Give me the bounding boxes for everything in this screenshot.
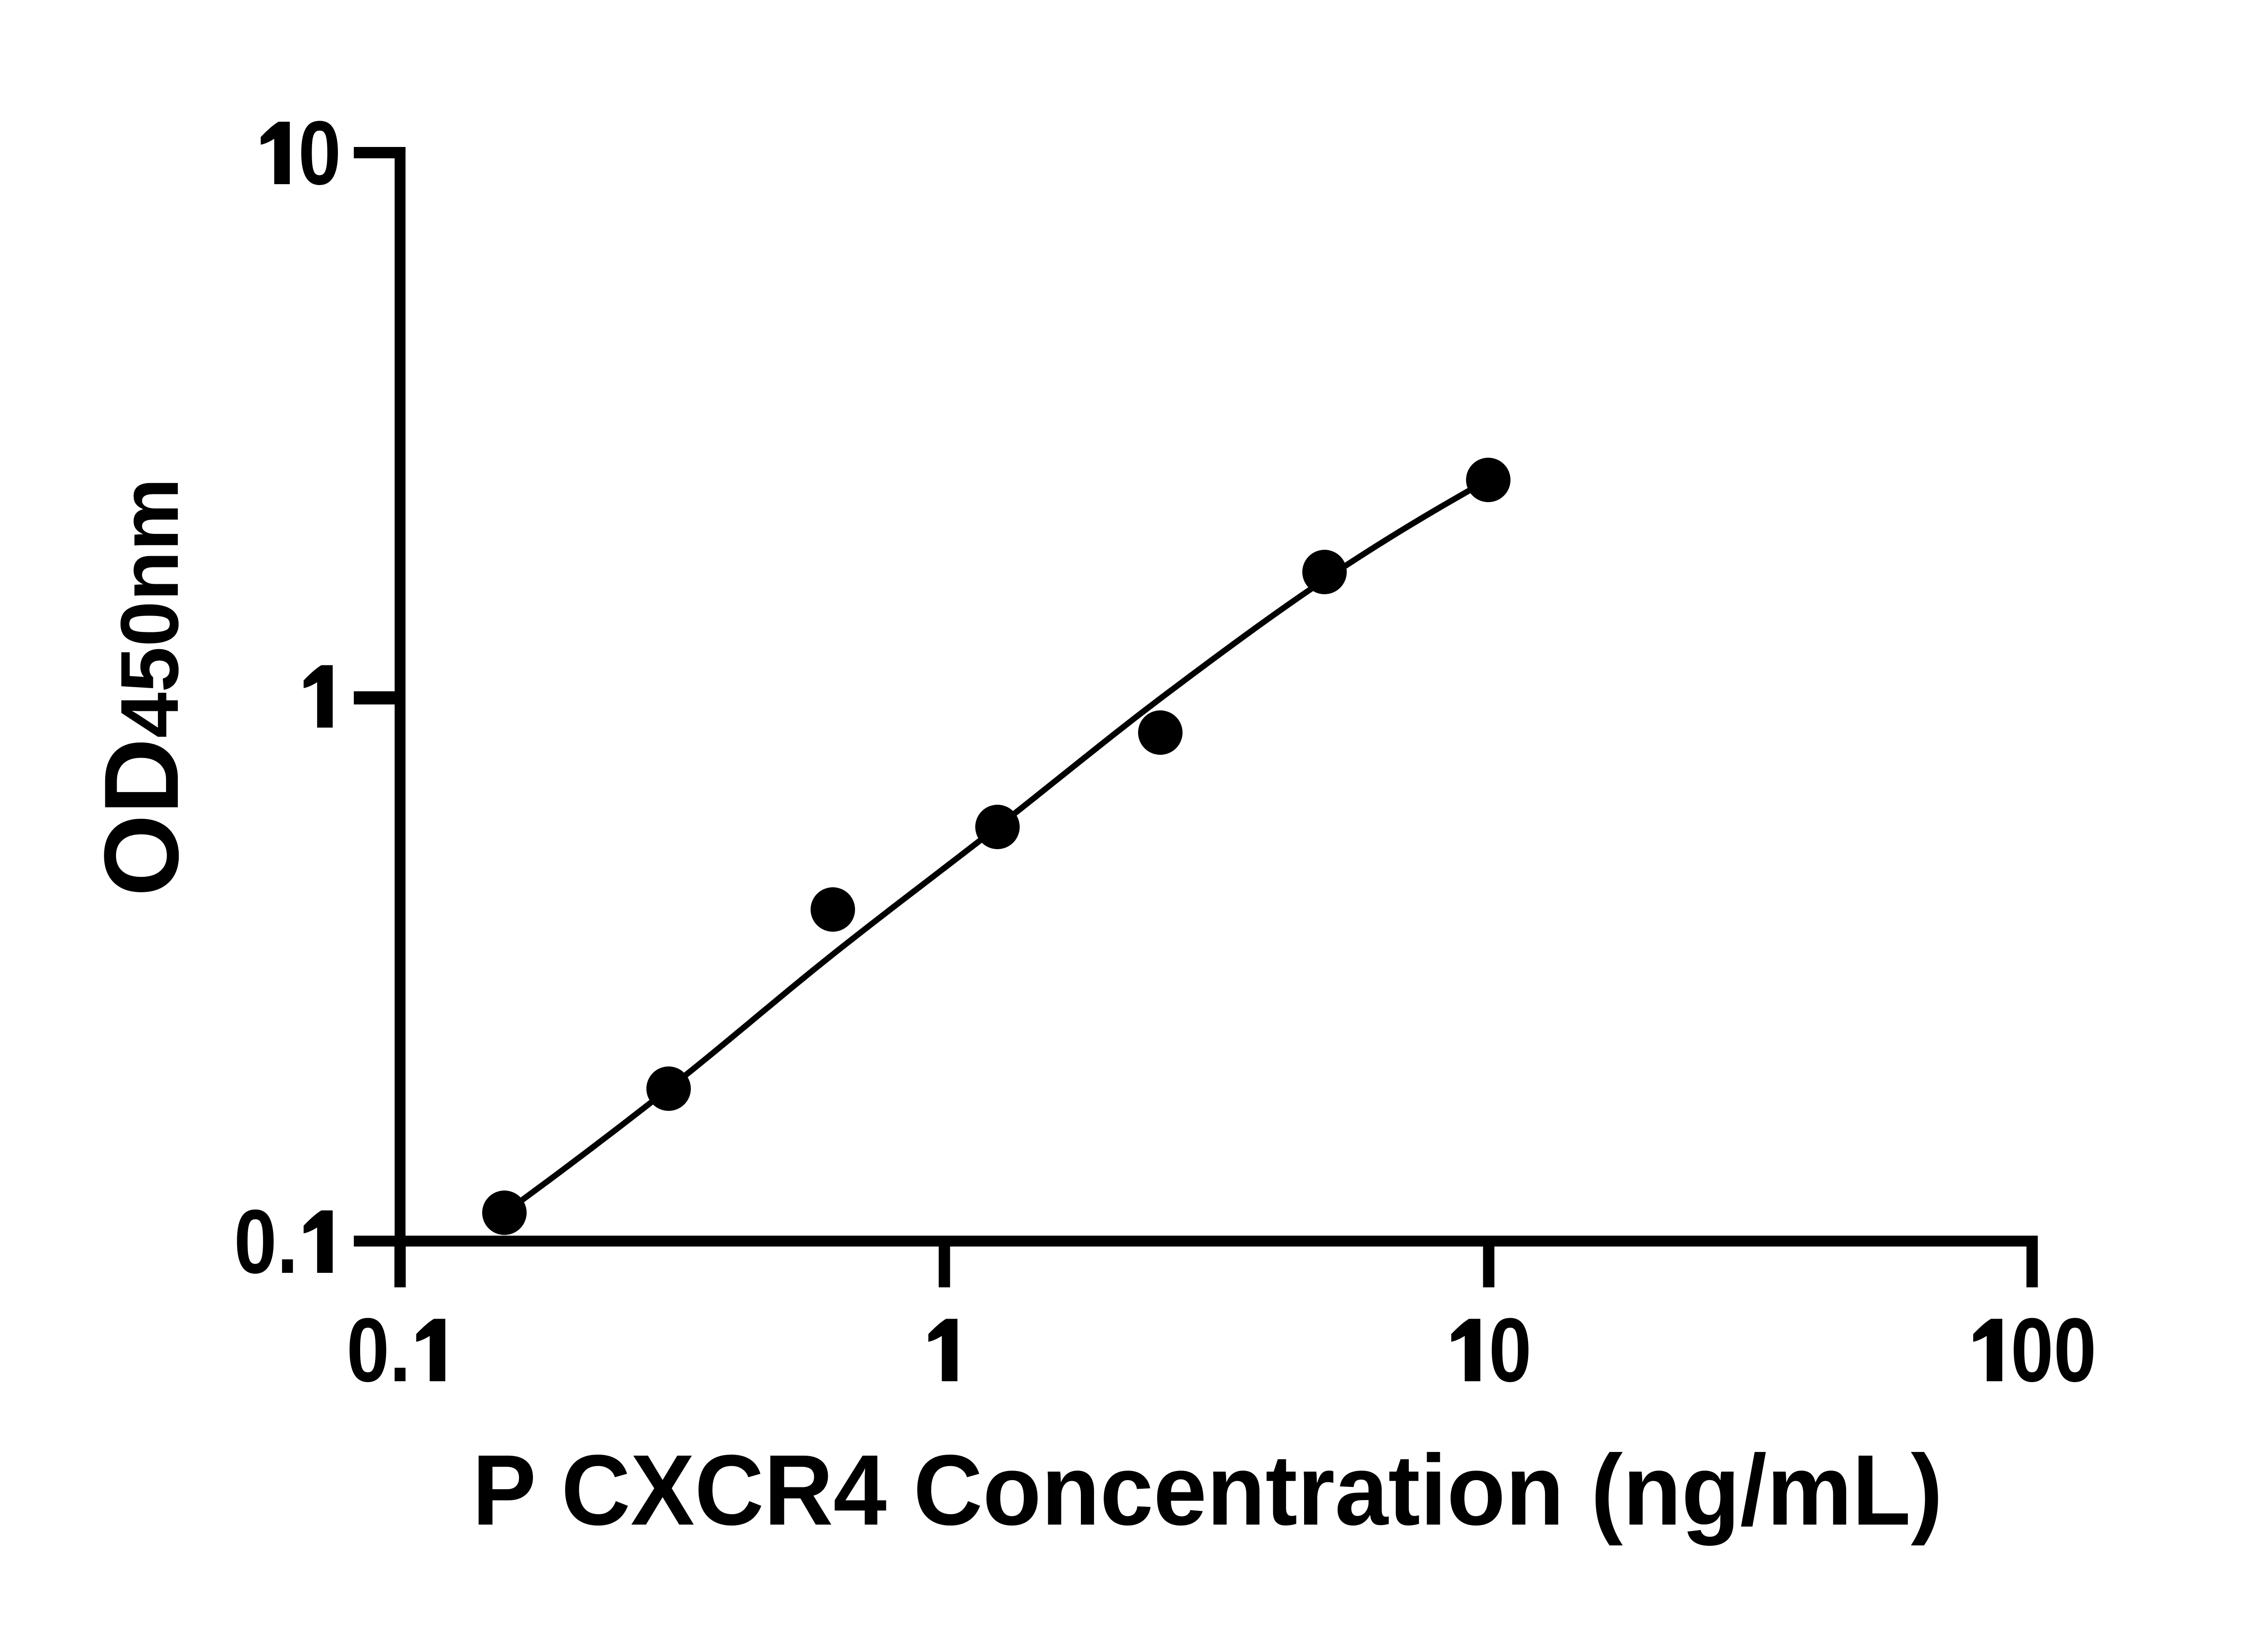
svg-text:0.: 0. <box>234 1191 298 1292</box>
svg-text:00: 00 <box>2011 1300 2097 1401</box>
svg-text:0.: 0. <box>347 1300 411 1401</box>
svg-text:P CXCR4 Concentration (ng/mL): P CXCR4 Concentration (ng/mL) <box>472 1434 1943 1546</box>
svg-text:0: 0 <box>298 103 341 204</box>
svg-text:0: 0 <box>1489 1300 1532 1401</box>
